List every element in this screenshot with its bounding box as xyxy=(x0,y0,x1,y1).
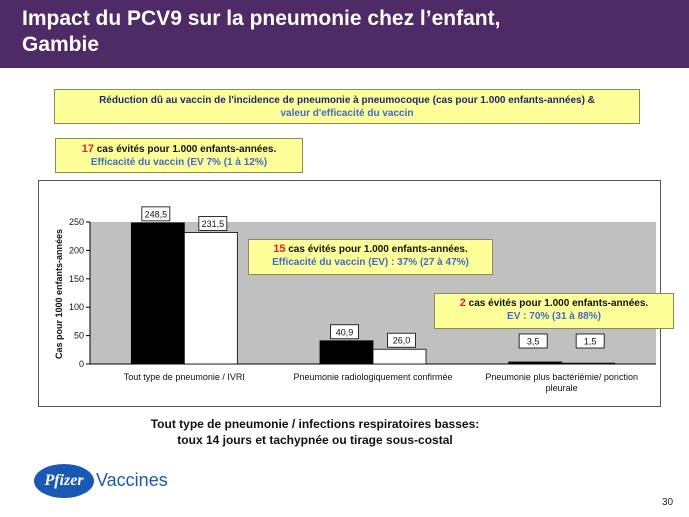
ann2-efficacy: EV : 70% (31 à 88%) xyxy=(507,311,601,322)
y-tick-label: 0 xyxy=(79,359,84,369)
overall-efficacy-value: EV 7% (1 à 12%) xyxy=(190,157,268,168)
all-pneumonia-annotation: 15 cas évités pour 1.000 enfants-années.… xyxy=(248,239,493,275)
ann1-efficacy-label: Efficacité du vaccin (EV) xyxy=(272,257,389,268)
bar xyxy=(183,232,238,365)
bars xyxy=(130,222,616,365)
y-tick-label: 50 xyxy=(74,331,84,341)
x-tick-label: Tout type de pneumonie / IVRI xyxy=(124,372,245,382)
data-label-box xyxy=(387,332,416,348)
title-line-2: Gambie xyxy=(22,33,100,56)
ann1-text: cas évités pour 1.000 enfants-années. xyxy=(285,244,468,255)
x-tick-label: Pneumonie radiologiquement confirmée xyxy=(293,372,452,382)
bar-labels: 248,5 231,5 40,9 26,0 3,5 1,5 xyxy=(141,206,605,349)
page-number: 30 xyxy=(662,497,674,508)
data-label-box xyxy=(141,206,171,222)
pfizer-logo: Pfizer xyxy=(34,464,94,498)
y-axis-label: Cas pour 1000 enfants-années xyxy=(54,229,64,359)
y-tick-label: 150 xyxy=(69,274,84,284)
data-label-box xyxy=(198,216,228,231)
footnote: Tout type de pneumonie / infections resp… xyxy=(100,416,530,448)
brand-text: Vaccines xyxy=(96,470,168,490)
data-label: 3,5 xyxy=(527,337,540,347)
x-tick-label: Pneumonie plus bactériémie/ ponction xyxy=(485,372,638,382)
ann2-number: 2 xyxy=(459,297,466,309)
ann1-number: 15 xyxy=(273,243,286,255)
y-tick-label: 100 xyxy=(69,302,84,312)
slide-title: Impact du PCV9 sur la pneumonie chez l’e… xyxy=(22,6,662,58)
data-label-box xyxy=(330,324,359,340)
data-label: 248,5 xyxy=(145,209,168,219)
y-tick-label: 200 xyxy=(69,245,84,255)
data-label: 1,5 xyxy=(584,337,597,347)
x-tick-label: pleurale xyxy=(546,383,578,393)
y-ticks: 0 50 100 150 200 250 xyxy=(69,217,90,369)
x-labels: Tout type de pneumonie / IVRI Pneumonie r… xyxy=(124,372,638,393)
title-line-1: Impact du PCV9 sur la pneumonie chez l’e… xyxy=(22,7,501,30)
data-label: 26,0 xyxy=(393,336,411,346)
bar xyxy=(372,348,427,365)
overall-cases-number: 17 xyxy=(81,143,94,155)
overall-effect-box: 17 cas évités pour 1.000 enfants-années.… xyxy=(55,138,303,173)
footnote-line-2: toux 14 jours et tachypnée ou tirage sou… xyxy=(177,433,453,447)
data-label: 40,9 xyxy=(336,327,354,337)
summary-line-2: valeur d'efficacité du vaccin xyxy=(280,108,414,119)
summary-box: Réduction dû au vaccin de l'incidence de… xyxy=(54,89,640,124)
overall-efficacy-label: Efficacité du vaccin ( xyxy=(90,157,191,168)
bacteremia-annotation: 2 cas évités pour 1.000 enfants-années. … xyxy=(434,293,674,329)
header-bar xyxy=(0,0,689,68)
data-label-box xyxy=(518,333,548,349)
ann1-efficacy-value: : 37% (27 à 47%) xyxy=(388,257,469,268)
bar xyxy=(319,340,374,365)
bar xyxy=(508,361,563,365)
data-label: 231,5 xyxy=(202,219,225,229)
y-tick-label: 250 xyxy=(69,217,84,227)
ann2-text: cas évités pour 1.000 enfants-années. xyxy=(465,298,649,309)
bar xyxy=(130,222,185,365)
footnote-line-1: Tout type de pneumonie / infections resp… xyxy=(150,417,480,431)
data-label-box xyxy=(575,333,605,349)
summary-line-1: Réduction dû au vaccin de l'incidence de… xyxy=(99,95,595,106)
bar xyxy=(561,362,616,365)
overall-cases-text: cas évités pour 1.000 enfants-années. xyxy=(93,144,277,155)
